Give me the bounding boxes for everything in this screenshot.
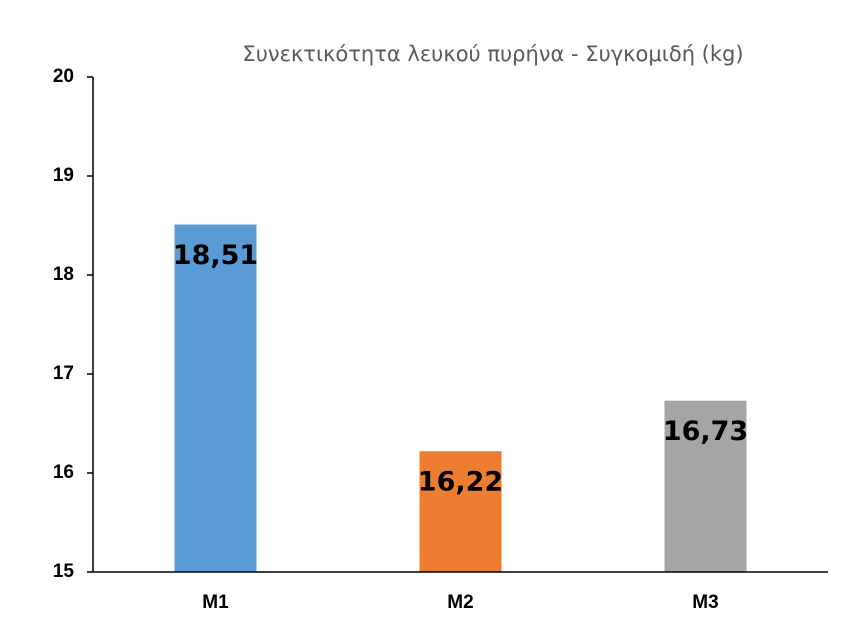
bar <box>664 400 747 572</box>
bar <box>419 451 502 572</box>
y-tick-label: 17 <box>53 363 74 384</box>
x-tick-label: M3 <box>692 592 718 613</box>
value-label: 16,73 <box>663 416 748 447</box>
x-tick-label: M1 <box>202 592 229 613</box>
x-tick-label: M2 <box>447 592 473 613</box>
y-tick-label: 16 <box>53 462 74 483</box>
y-tick-label: 19 <box>53 165 74 186</box>
y-tick-label: 20 <box>53 66 74 87</box>
y-tick-label: 18 <box>53 264 74 285</box>
value-label: 16,22 <box>418 467 503 498</box>
bar <box>174 224 257 572</box>
chart-title: Συνεκτικότητα λευκού πυρήνα - Συγκομιδή … <box>242 42 743 66</box>
value-label: 18,51 <box>173 240 258 271</box>
y-tick-label: 15 <box>53 561 75 582</box>
